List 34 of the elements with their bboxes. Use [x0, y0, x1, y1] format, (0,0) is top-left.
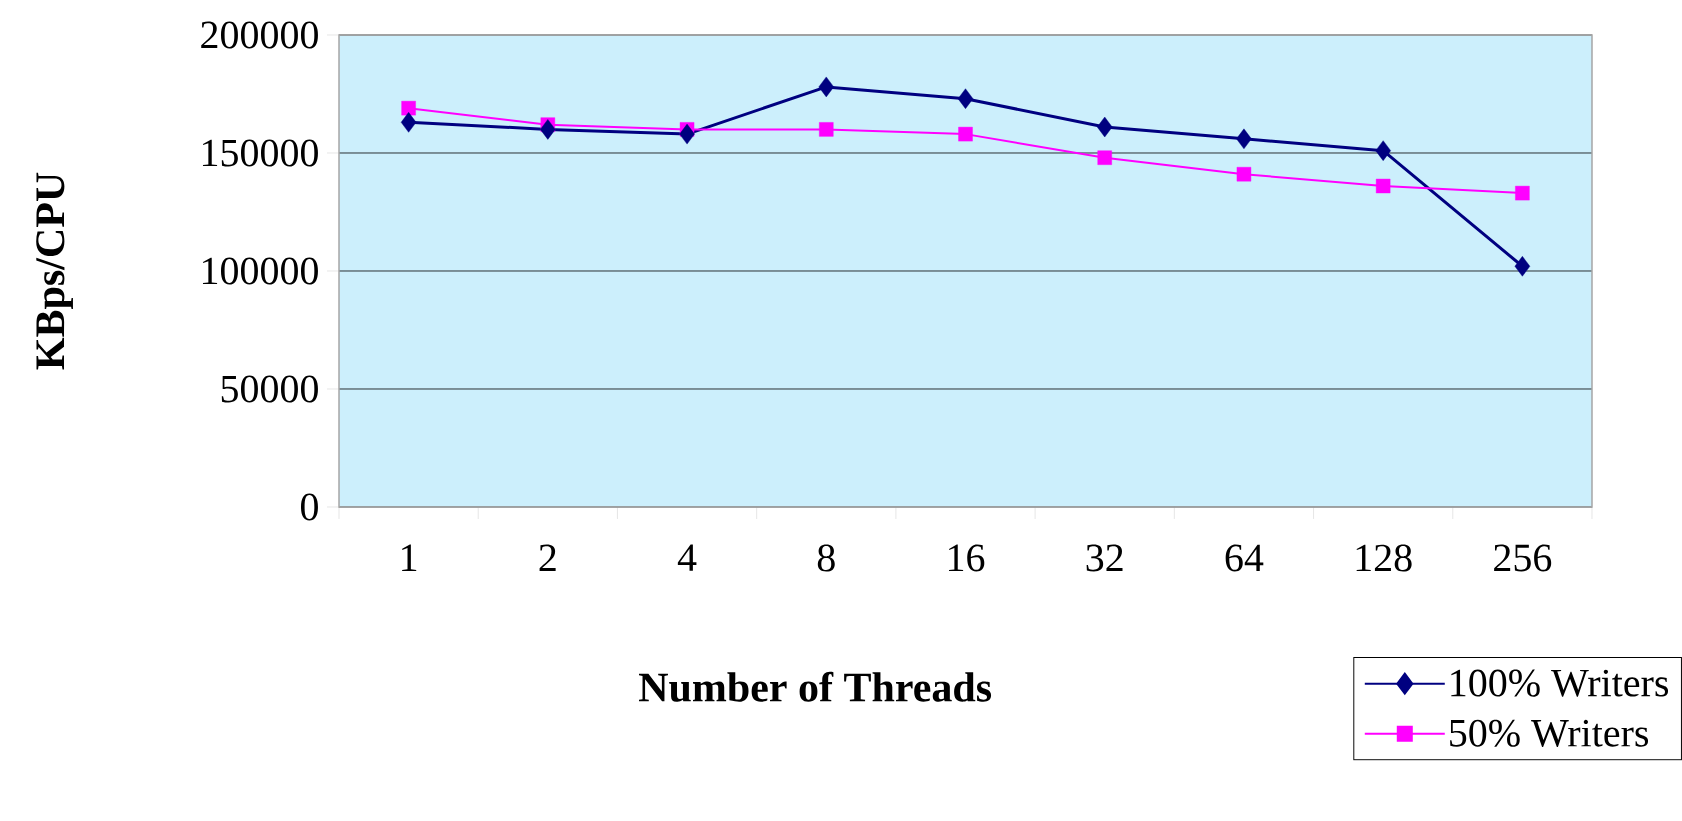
legend-label: 50% Writers	[1450, 719, 1649, 747]
x-tick-label: 32	[1086, 544, 1123, 572]
point	[1515, 185, 1530, 201]
x-tick-label: 64	[1225, 544, 1264, 572]
point	[818, 76, 834, 98]
point	[401, 100, 416, 116]
point	[1236, 167, 1252, 182]
point	[958, 126, 973, 142]
point	[819, 122, 834, 137]
point	[1514, 256, 1531, 277]
y-tick-label: 150000	[202, 139, 318, 167]
point	[679, 123, 695, 145]
point	[1375, 140, 1391, 161]
x-tick-label: 128	[1356, 544, 1412, 572]
point	[540, 119, 556, 140]
point	[957, 88, 974, 109]
point	[1097, 116, 1113, 138]
point	[400, 112, 417, 133]
x-tick-label: 4	[677, 544, 697, 571]
y-tick-label: 0	[300, 493, 318, 521]
x-tick-label: 16	[949, 544, 985, 572]
point	[1236, 128, 1252, 150]
x-tick-label: 256	[1494, 544, 1552, 572]
y-tick-label: 50000	[221, 375, 318, 403]
y-axis-title: KBps/CPU	[36, 172, 73, 370]
x-axis-title: Number of Threads	[639, 671, 992, 702]
x-tick-label: 8	[817, 544, 835, 572]
y-tick-label: 100000	[202, 257, 318, 285]
y-tick-label: 200000	[201, 21, 318, 49]
x-tick-label: 1	[402, 544, 417, 571]
point	[1375, 178, 1391, 194]
legend-label: 100% Writers	[1451, 669, 1669, 697]
x-tick-label: 2	[539, 544, 556, 572]
point	[1097, 150, 1112, 165]
